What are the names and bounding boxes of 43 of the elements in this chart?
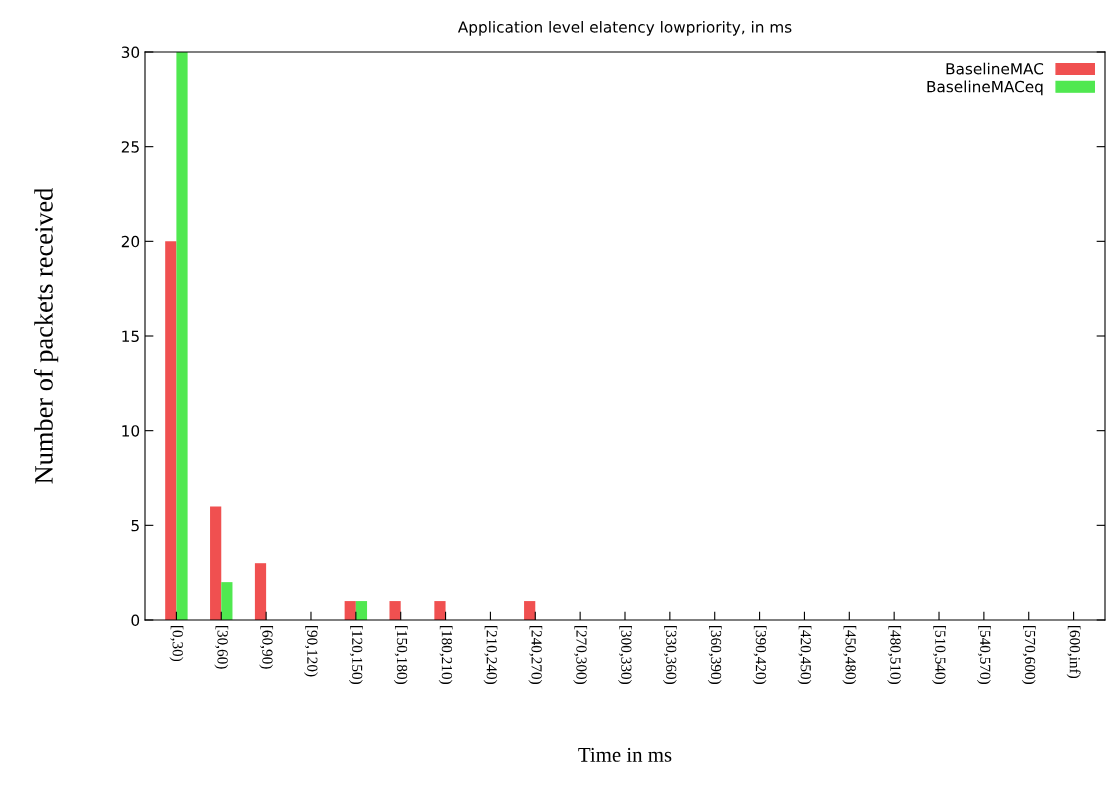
x-tick-label: [0,30) bbox=[169, 625, 184, 662]
bar bbox=[210, 506, 222, 620]
bar bbox=[524, 601, 536, 620]
x-tick-label: [570,600) bbox=[1021, 625, 1036, 685]
y-tick-label: 30 bbox=[121, 46, 140, 59]
x-tick-label: [450,480) bbox=[842, 625, 857, 685]
x-axis-title: Time in ms bbox=[578, 747, 672, 762]
y-tick-label: 5 bbox=[131, 520, 139, 532]
y-axis-title: Number of packets received bbox=[34, 187, 59, 484]
x-tick-label: [300,330) bbox=[618, 625, 632, 685]
x-tick-label: [120,150) bbox=[348, 625, 363, 685]
x-tick-label: [480,510) bbox=[887, 625, 902, 685]
x-tick-label: [360,390) bbox=[707, 625, 722, 685]
bar bbox=[221, 582, 233, 620]
bar bbox=[344, 601, 356, 620]
bar bbox=[434, 601, 446, 620]
bar bbox=[254, 563, 267, 620]
y-tick-label: 10 bbox=[122, 425, 140, 437]
x-tick-label: [90,120) bbox=[304, 625, 318, 677]
x-tick-label: [240,270) bbox=[528, 625, 543, 685]
bar bbox=[165, 241, 177, 620]
x-tick-label: [270,300) bbox=[573, 625, 588, 685]
x-tick-label: [390,420) bbox=[752, 625, 767, 685]
x-tick-label: [600,inf) bbox=[1066, 625, 1081, 679]
x-tick-label: [210,240) bbox=[483, 625, 498, 685]
legend-label: BaselineMACeq bbox=[927, 80, 1043, 96]
y-tick-label: 25 bbox=[121, 141, 139, 153]
y-tick-label: 15 bbox=[122, 330, 139, 343]
bar bbox=[176, 52, 188, 620]
x-tick-label: [540,570) bbox=[976, 625, 991, 685]
y-tick-label: 20 bbox=[121, 235, 140, 248]
x-tick-label: [60,90) bbox=[259, 625, 274, 669]
x-tick-label: [30,60) bbox=[214, 625, 229, 669]
x-tick-label: [150,180) bbox=[393, 625, 408, 685]
x-tick-label: [420,450) bbox=[797, 625, 812, 685]
legend-label: BaselineMAC bbox=[946, 62, 1044, 75]
x-tick-label: [510,540) bbox=[932, 625, 946, 685]
chart-title: Application level elatency lowpriority, in ms bbox=[457, 20, 792, 36]
x-tick-label: [180,210) bbox=[438, 625, 453, 685]
y-tick-label: 0 bbox=[131, 614, 140, 627]
x-tick-label: [330,360) bbox=[662, 625, 677, 685]
bar bbox=[355, 601, 368, 620]
bar bbox=[389, 601, 401, 620]
